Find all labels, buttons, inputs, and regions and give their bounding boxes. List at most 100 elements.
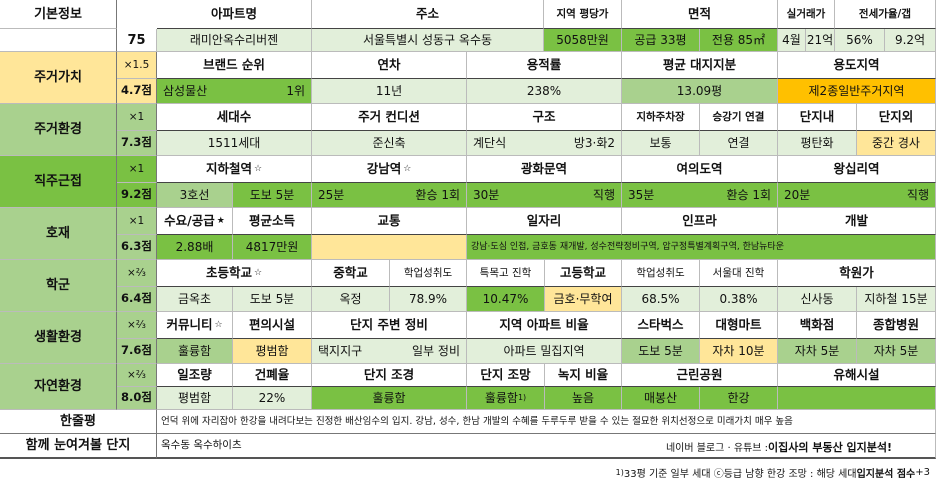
structure-header: 구조 (467, 104, 622, 131)
trade-price: 21억 (806, 29, 835, 52)
special-hs-value: 10.47% (467, 287, 545, 312)
land-share-header: 평균 대지지분 (622, 52, 778, 79)
gap: 9.2억 (885, 29, 936, 52)
env-weight: ×1 (117, 104, 157, 131)
elevator-value: 연결 (700, 131, 778, 156)
room-layout: 방3·화2 (573, 136, 615, 150)
elevator-header: 승강기 연결 (700, 104, 778, 131)
footnote: 1) 33평 기준 일부 세대 ⓒ등급 남향 한강 조망 : 해당 세대 입지분석… (616, 464, 930, 480)
surroundings-type: 택지지구 (318, 344, 363, 358)
dev-label: 호재 (0, 208, 117, 260)
view-text: 훌륭함 (484, 391, 518, 405)
structure-value: 계단식 방3·화2 (467, 131, 622, 156)
gangnam-header: 강남역 ☆ (312, 156, 467, 183)
school-label: 학군 (0, 260, 117, 312)
elementary-value: 금옥초 (157, 287, 233, 312)
gwanghwamun-value: 30분 직행 (467, 183, 622, 208)
apartment-name-header: 아파트명 (157, 0, 312, 29)
compare-row: 옥수동 옥수하이츠 (157, 434, 936, 459)
outside-slope-header: 단지외 (857, 104, 936, 131)
hazard-header: 유해시설 (778, 364, 936, 387)
outside-slope-value: 중간 경사 (857, 131, 936, 156)
zone-value: 제2종일반주거지역 (778, 79, 936, 104)
special-hs-header: 특목고 진학 (467, 260, 545, 287)
income-value: 4817만원 (233, 235, 312, 260)
apartment-name: 래미안옥수리버젠 (157, 29, 312, 52)
landscape-header: 단지 조경 (312, 364, 467, 387)
exclusive-area: 전용 85㎡ (700, 29, 778, 52)
stair-type: 계단식 (473, 136, 507, 150)
star-icon: ☆ (214, 319, 223, 330)
starbucks-value: 도보 5분 (622, 339, 700, 364)
sunlight-value: 평범함 (157, 387, 233, 410)
subway-line: 3호선 (157, 183, 233, 208)
wangsimni-transfer: 직행 (906, 188, 929, 202)
hospital-value: 자차 5분 (857, 339, 936, 364)
yeouido-value: 35분 환승 1회 (622, 183, 778, 208)
green-ratio-value: 높음 (545, 387, 622, 410)
subway-header-text: 지하철역 (205, 160, 252, 176)
yeouido-header: 여의도역 (622, 156, 778, 183)
age-header: 연차 (312, 52, 467, 79)
gwanghwamun-time: 30분 (473, 188, 500, 202)
footnote-mark: 1) (517, 393, 527, 402)
nature-label: 자연환경 (0, 364, 117, 410)
avg-price: 5058만원 (544, 29, 622, 52)
view-value: 훌륭함 1) (467, 387, 545, 410)
dev-weight: ×1 (117, 208, 157, 235)
high-value: 금호·무학여 (545, 287, 622, 312)
value-weight: ×1.5 (117, 52, 157, 79)
land-share-value: 13.09평 (622, 79, 778, 104)
high-header: 고등학교 (545, 260, 622, 287)
hospital-header: 종합병원 (857, 312, 936, 339)
nature-score: 8.0점 (117, 387, 157, 410)
footnote-bold: 입지분석 점수 (856, 468, 916, 480)
supply-demand-value: 2.88배 (157, 235, 233, 260)
traffic-value (312, 235, 467, 260)
far-header: 용적률 (467, 52, 622, 79)
value-score: 4.7점 (117, 79, 157, 104)
sunlight-header: 일조량 (157, 364, 233, 387)
wangsimni-value: 20분 직행 (778, 183, 936, 208)
surroundings-state: 일부 정비 (412, 344, 460, 358)
school-weight: ×⅔ (117, 260, 157, 287)
wangsimni-time: 20분 (784, 188, 811, 202)
compare-label: 함께 눈여겨볼 단지 (0, 434, 157, 459)
surroundings-header: 단지 주변 정비 (312, 312, 467, 339)
credit-name: 이집사의 부동산 입지분석! (768, 440, 893, 454)
review-label: 한줄평 (0, 410, 157, 434)
credit-prefix: 네이버 블로그 · 유튜브 : (665, 443, 769, 454)
basic-score: 75 (117, 29, 157, 52)
supply-area: 공급 33평 (622, 29, 700, 52)
zone-header: 용도지역 (778, 52, 936, 79)
commute-label: 직주근접 (0, 156, 117, 208)
landscape-value: 훌륭함 (312, 387, 467, 410)
credit: 네이버 블로그 · 유튜브 : 이집사의 부동산 입지분석! (622, 434, 936, 459)
address: 서울특별시 성동구 옥수동 (312, 29, 544, 52)
starbucks-header: 스타벅스 (622, 312, 700, 339)
wangsimni-header: 왕십리역 (778, 156, 936, 183)
brand-value: 삼성물산 1위 (157, 79, 312, 104)
age-value: 11년 (312, 79, 467, 104)
supply-header-text: 수요/공급 (164, 212, 215, 228)
middle-value: 옥정 (312, 287, 390, 312)
basic-info-label: 기본정보 (0, 0, 117, 29)
households-value: 1511세대 (157, 131, 312, 156)
far-value: 238% (467, 79, 622, 104)
condition-value: 준신축 (312, 131, 467, 156)
brand-rank: 1위 (286, 84, 305, 98)
dept-store-header: 백화점 (778, 312, 857, 339)
star-icon: ☆ (253, 163, 263, 174)
gangnam-time: 25분 (318, 188, 345, 202)
review-text: 언덕 위에 자리잡아 한강을 내려다보는 진정한 배산임수의 입지. 강남, 성… (157, 410, 936, 434)
env-score: 7.3점 (117, 131, 157, 156)
coverage-value: 22% (233, 387, 312, 410)
snu-value: 0.38% (700, 287, 778, 312)
park-name: 매봉산 (622, 387, 700, 410)
trade-price-header: 실거래가 (778, 0, 835, 29)
community-value: 훌륭함 (157, 339, 233, 364)
footnote-mark: 1) (615, 467, 624, 477)
brand-name: 삼성물산 (163, 84, 208, 98)
surroundings-value: 택지지구 일부 정비 (312, 339, 467, 364)
